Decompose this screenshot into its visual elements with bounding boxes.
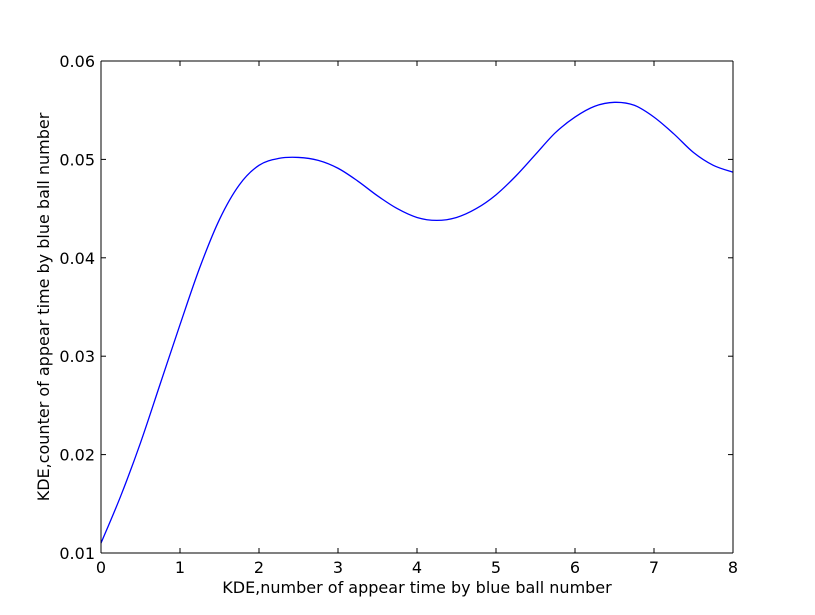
- x-tick-label: 5: [491, 558, 501, 577]
- x-tick-label: 0: [96, 558, 106, 577]
- y-tick-label: 0.04: [59, 249, 95, 268]
- plot-area: [101, 61, 733, 553]
- y-tick-label: 0.03: [59, 347, 95, 366]
- y-axis-label: KDE,counter of appear time by blue ball …: [34, 112, 53, 501]
- y-tick-label: 0.02: [59, 446, 95, 465]
- x-tick-label: 6: [570, 558, 580, 577]
- x-tick-label: 2: [254, 558, 264, 577]
- x-tick-label: 4: [412, 558, 422, 577]
- y-tick-label: 0.06: [59, 52, 95, 71]
- x-tick-label: 7: [649, 558, 659, 577]
- y-tick-label: 0.05: [59, 150, 95, 169]
- series-line-kde: [100, 101, 734, 544]
- x-tick-label: 8: [728, 558, 738, 577]
- y-tick-label: 0.01: [59, 544, 95, 563]
- x-tick-label: 1: [175, 558, 185, 577]
- x-tick-label: 3: [333, 558, 343, 577]
- x-axis-label: KDE,number of appear time by blue ball n…: [222, 578, 612, 597]
